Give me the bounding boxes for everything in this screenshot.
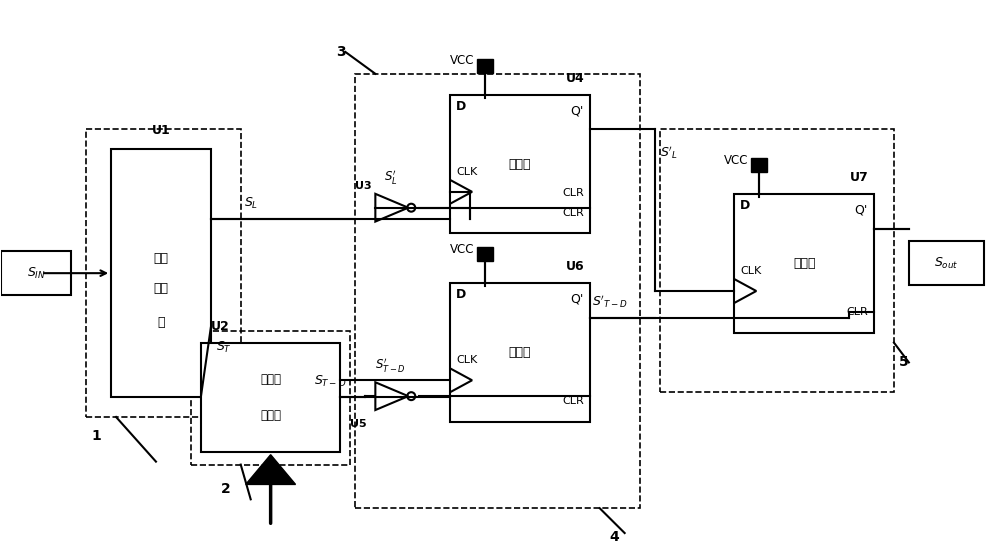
Text: $S_{out}$: $S_{out}$ <box>934 256 959 271</box>
FancyBboxPatch shape <box>111 149 211 397</box>
Text: 可编程: 可编程 <box>260 373 281 386</box>
Text: CLR: CLR <box>846 307 868 317</box>
Text: 1: 1 <box>91 429 101 443</box>
Text: Q': Q' <box>570 104 584 117</box>
Text: 3: 3 <box>336 45 345 59</box>
Text: $S_L$: $S_L$ <box>244 195 258 211</box>
Text: U3: U3 <box>355 181 372 191</box>
Text: $S'_{T-D}$: $S'_{T-D}$ <box>592 293 628 310</box>
Text: Q': Q' <box>570 293 584 306</box>
Text: $S'_L$: $S'_L$ <box>660 144 678 161</box>
Text: $S_{T-D}'$: $S_{T-D}'$ <box>375 356 406 374</box>
Text: $S_L'$: $S_L'$ <box>384 168 397 186</box>
FancyBboxPatch shape <box>450 283 590 422</box>
Text: 信号: 信号 <box>153 252 168 265</box>
Text: CLK: CLK <box>456 167 477 177</box>
Text: $S_{IN}$: $S_{IN}$ <box>27 266 46 281</box>
FancyBboxPatch shape <box>734 194 874 333</box>
Text: VCC: VCC <box>450 54 475 68</box>
Bar <box>477 59 493 73</box>
Text: 5: 5 <box>899 355 909 369</box>
Text: CLR: CLR <box>562 188 584 198</box>
Text: U6: U6 <box>566 260 585 273</box>
Text: U4: U4 <box>566 72 585 85</box>
Text: U7: U7 <box>850 171 869 184</box>
Text: CLK: CLK <box>456 355 477 366</box>
FancyBboxPatch shape <box>201 343 340 452</box>
Text: D: D <box>740 199 751 212</box>
Text: U5: U5 <box>350 419 367 429</box>
Text: 2: 2 <box>221 483 231 496</box>
Text: 扇出: 扇出 <box>153 282 168 295</box>
Text: CLR: CLR <box>562 208 584 217</box>
Bar <box>477 248 493 261</box>
Text: CLK: CLK <box>740 266 762 276</box>
Text: $S_{T-D}$: $S_{T-D}$ <box>314 374 347 389</box>
Text: D: D <box>456 288 466 301</box>
Text: D: D <box>456 100 466 113</box>
FancyBboxPatch shape <box>450 94 590 233</box>
Text: 触发器: 触发器 <box>509 346 531 359</box>
FancyBboxPatch shape <box>1 251 71 295</box>
Text: 触发器: 触发器 <box>509 158 531 171</box>
Text: U2: U2 <box>211 320 230 333</box>
Text: U1: U1 <box>152 124 170 137</box>
Bar <box>751 158 767 172</box>
Text: 延迟线: 延迟线 <box>260 408 281 422</box>
FancyBboxPatch shape <box>909 242 984 285</box>
Text: 触发器: 触发器 <box>793 257 815 270</box>
Text: VCC: VCC <box>724 154 749 166</box>
Text: CLR: CLR <box>562 396 584 406</box>
FancyArrow shape <box>246 455 296 484</box>
Text: $S_T$: $S_T$ <box>216 340 232 355</box>
Text: 器: 器 <box>157 316 165 329</box>
Text: 4: 4 <box>610 530 619 544</box>
Text: VCC: VCC <box>450 243 475 256</box>
Text: Q': Q' <box>855 204 868 217</box>
